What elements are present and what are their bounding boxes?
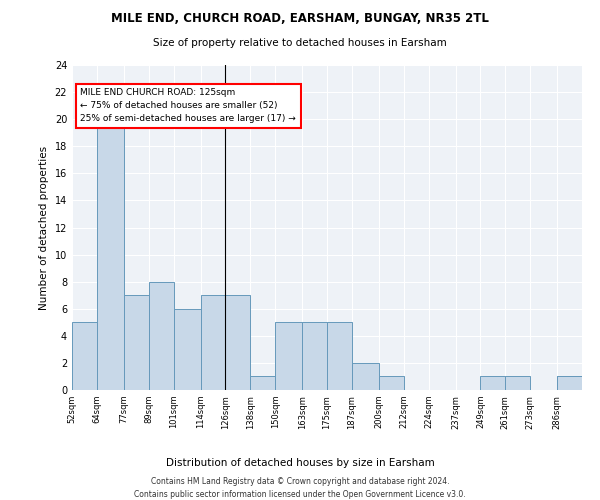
Bar <box>557 376 582 390</box>
Bar <box>250 376 275 390</box>
Text: MILE END, CHURCH ROAD, EARSHAM, BUNGAY, NR35 2TL: MILE END, CHURCH ROAD, EARSHAM, BUNGAY, … <box>111 12 489 26</box>
Bar <box>352 363 379 390</box>
Bar <box>302 322 327 390</box>
Bar <box>557 376 582 390</box>
Bar <box>200 295 226 390</box>
Text: Size of property relative to detached houses in Earsham: Size of property relative to detached ho… <box>153 38 447 48</box>
Bar <box>226 295 250 390</box>
Bar <box>149 282 173 390</box>
Y-axis label: Number of detached properties: Number of detached properties <box>39 146 49 310</box>
Bar <box>327 322 352 390</box>
Bar <box>505 376 530 390</box>
Text: Contains HM Land Registry data © Crown copyright and database right 2024.: Contains HM Land Registry data © Crown c… <box>151 478 449 486</box>
Bar <box>275 322 302 390</box>
Bar <box>173 308 200 390</box>
Text: Distribution of detached houses by size in Earsham: Distribution of detached houses by size … <box>166 458 434 468</box>
Text: MILE END CHURCH ROAD: 125sqm
← 75% of detached houses are smaller (52)
25% of se: MILE END CHURCH ROAD: 125sqm ← 75% of de… <box>80 88 296 124</box>
Bar <box>379 376 404 390</box>
Bar <box>72 322 97 390</box>
Bar <box>481 376 505 390</box>
Bar <box>124 295 149 390</box>
Text: Contains public sector information licensed under the Open Government Licence v3: Contains public sector information licen… <box>134 490 466 499</box>
Bar <box>97 119 124 390</box>
